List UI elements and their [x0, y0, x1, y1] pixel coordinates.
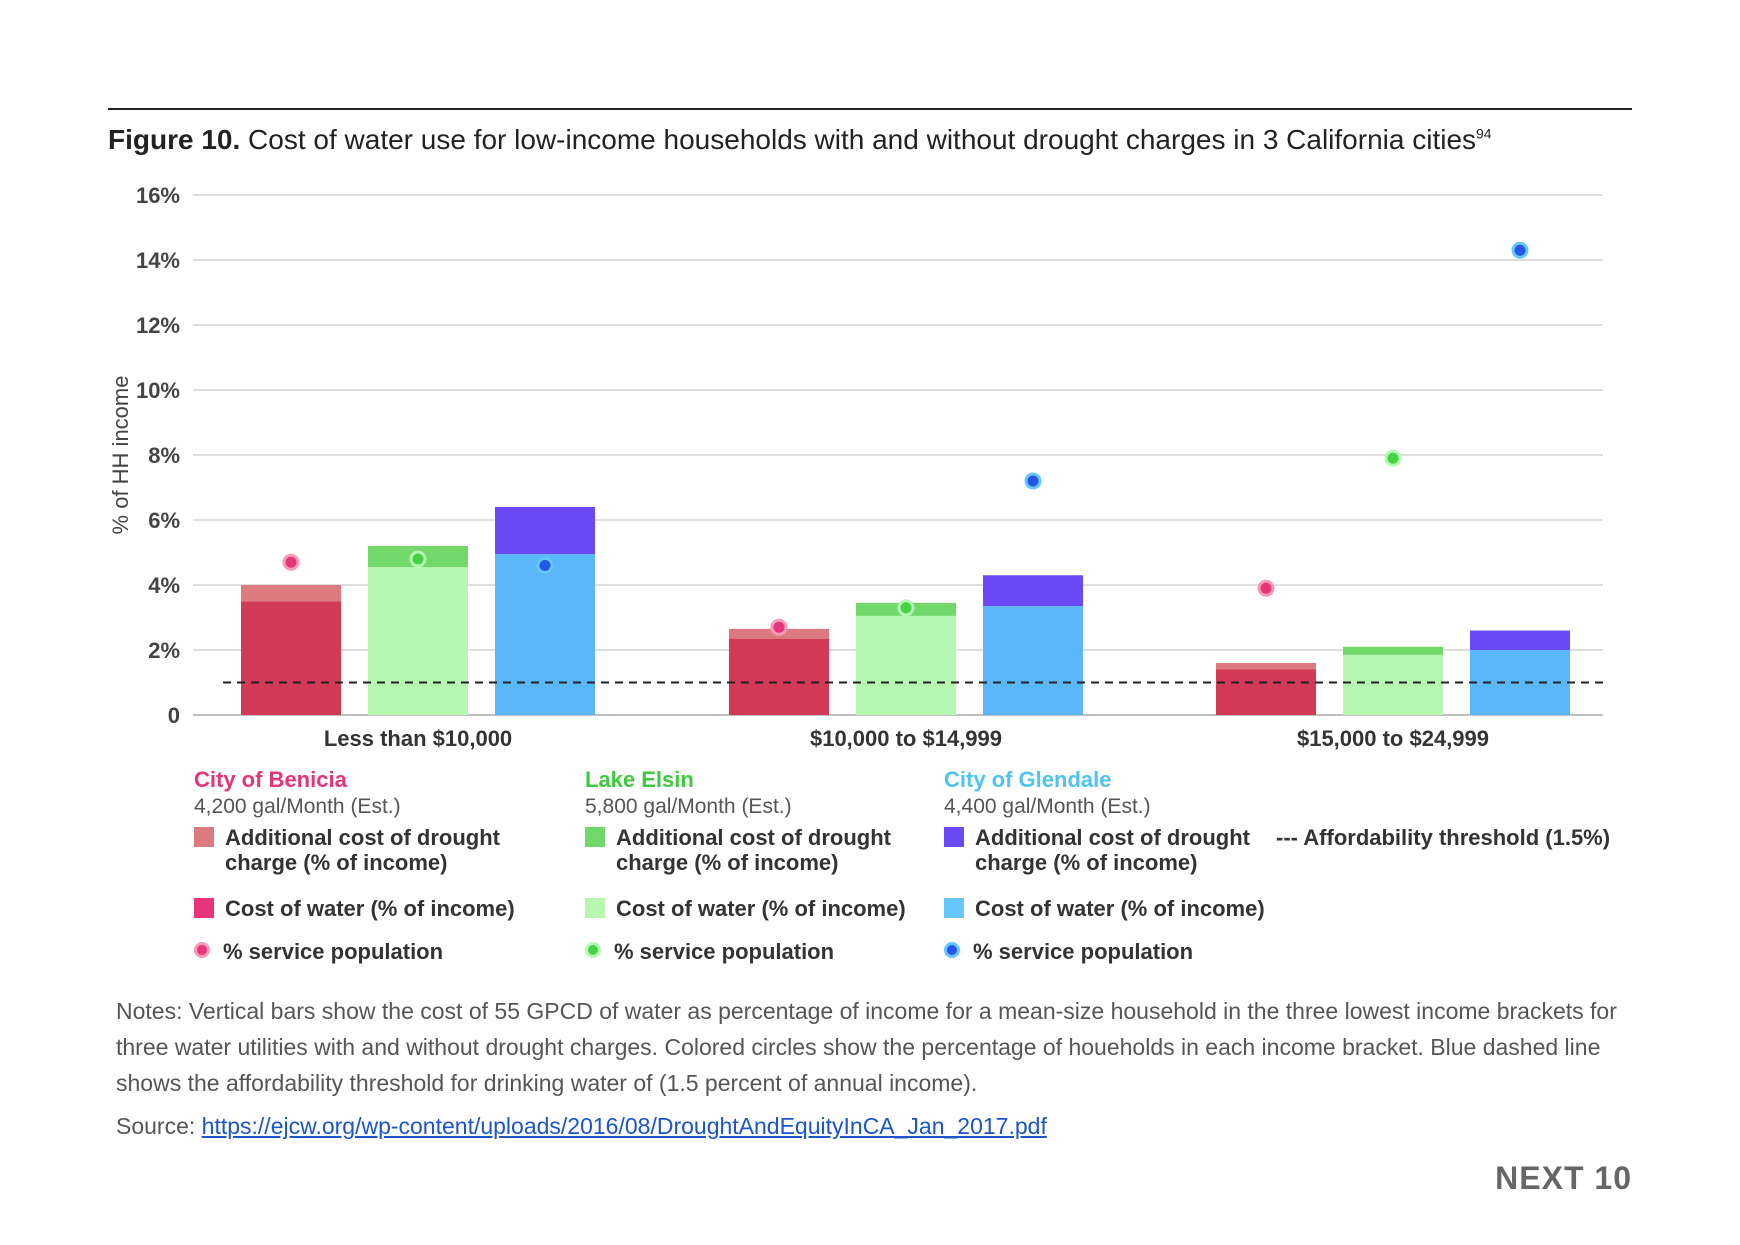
legend-city-usage: 4,200 gal/Month (Est.) [194, 795, 401, 818]
y-tick-label: 6% [148, 508, 180, 533]
x-tick-label: $15,000 to $24,999 [1297, 726, 1489, 751]
legend-swatch [194, 827, 214, 847]
bar-drought-charge [1343, 646, 1443, 655]
legend-dot [944, 942, 960, 958]
bar-cost-of-water [1216, 669, 1316, 715]
legend-label: % service population [973, 939, 1194, 964]
footnote-ref: 94 [1476, 125, 1492, 142]
y-tick-label: 14% [136, 248, 180, 273]
legend-label: Cost of water (% of income) [616, 896, 906, 921]
service-population-point [770, 618, 788, 636]
legend-dot [585, 942, 601, 958]
legend-population-elsin: % service population [585, 939, 834, 964]
legend-water-benicia: Cost of water (% of income) [194, 896, 515, 921]
legend-label: Cost of water (% of income) [975, 896, 1265, 921]
y-tick-label: 12% [136, 313, 180, 338]
service-population-point [282, 553, 300, 571]
bar-cost-of-water [856, 615, 956, 715]
legend-label: Cost of water (% of income) [225, 896, 515, 921]
chart-notes: Notes: Vertical bars show the cost of 55… [116, 998, 1617, 1096]
y-tick-label: 16% [136, 183, 180, 208]
legend-elsin: Lake Elsin 5,800 gal/Month (Est.) [585, 767, 792, 819]
legend-glendale: City of Glendale 4,400 gal/Month (Est.) [944, 767, 1151, 819]
bar-drought-charge [1470, 630, 1570, 650]
legend-city-usage: 5,800 gal/Month (Est.) [585, 795, 792, 818]
figure-title: Figure 10. Cost of water use for low-inc… [108, 124, 1492, 156]
y-tick-label: 10% [136, 378, 180, 403]
legend-swatch [944, 827, 964, 847]
legend-population-glendale: % service population [944, 939, 1193, 964]
legend-threshold: --- Affordability threshold (1.5%) [1276, 825, 1611, 850]
legend-water-glendale: Cost of water (% of income) [944, 896, 1265, 921]
y-axis-label: % of HH income [108, 376, 133, 535]
top-rule [108, 108, 1632, 110]
service-population-point [1024, 472, 1042, 490]
legend-city-name: City of Glendale [944, 767, 1112, 792]
bar-drought-charge [1216, 663, 1316, 670]
service-population-point [1511, 241, 1529, 259]
source-label: Source: [116, 1113, 196, 1139]
bar-cost-of-water [983, 606, 1083, 715]
service-population-point [897, 599, 915, 617]
bar-cost-of-water [495, 554, 595, 715]
legend-benicia: City of Benicia 4,200 gal/Month (Est.) [194, 767, 401, 819]
brand-logo: NEXT 10 [1495, 1160, 1632, 1196]
bar-drought-charge [983, 575, 1083, 607]
figure-title-text: Cost of water use for low-income househo… [248, 124, 1477, 155]
service-population-point [1384, 449, 1402, 467]
legend-label: Additional cost of drought charge (% of … [616, 825, 891, 875]
y-tick-label: 0 [168, 703, 180, 728]
service-population-point [536, 557, 554, 574]
legend-drought-glendale: Additional cost of drought charge (% of … [944, 825, 1274, 875]
source-line: Source: https://ejcw.org/wp-content/uplo… [116, 1113, 1047, 1140]
legend-swatch [585, 898, 605, 918]
legend-city-name: Lake Elsin [585, 767, 694, 792]
legend-swatch [944, 898, 964, 918]
source-link[interactable]: https://ejcw.org/wp-content/uploads/2016… [201, 1113, 1047, 1139]
legend-city-name: City of Benicia [194, 767, 347, 792]
bar-chart: 0 2% 4% 6% 8% 10% 12% 14% 16% % of HH income Less … [108, 183, 1603, 751]
bar-drought-charge [495, 507, 595, 555]
legend-label: Additional cost of drought charge (% of … [975, 825, 1250, 875]
legend-swatch [585, 827, 605, 847]
bar-drought-charge [241, 585, 341, 602]
bar-cost-of-water [368, 567, 468, 715]
bar-cost-of-water [729, 638, 829, 715]
bar-cost-of-water [1343, 654, 1443, 715]
legend-water-elsin: Cost of water (% of income) [585, 896, 906, 921]
y-tick-label: 8% [148, 443, 180, 468]
legend-swatch [194, 898, 214, 918]
legend-population-benicia: % service population [194, 939, 443, 964]
x-tick-label: Less than $10,000 [324, 726, 512, 751]
legend-drought-elsin: Additional cost of drought charge (% of … [585, 825, 915, 875]
service-population-point [1257, 579, 1275, 597]
bar-cost-of-water [241, 601, 341, 715]
legend-label: Additional cost of drought charge (% of … [225, 825, 500, 875]
legend-label: % service population [614, 939, 835, 964]
legend-drought-benicia: Additional cost of drought charge (% of … [194, 825, 524, 875]
y-tick-label: 4% [148, 573, 180, 598]
y-tick-label: 2% [148, 638, 180, 663]
service-population-point [409, 550, 427, 568]
figure-label: Figure 10. [108, 124, 241, 155]
legend-label: % service population [223, 939, 444, 964]
x-tick-label: $10,000 to $14,999 [810, 726, 1002, 751]
legend-dot [194, 942, 210, 958]
legend-city-usage: 4,400 gal/Month (Est.) [944, 795, 1151, 818]
